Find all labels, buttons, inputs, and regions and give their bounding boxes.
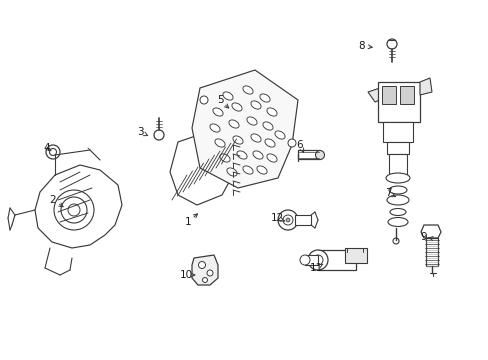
Ellipse shape bbox=[389, 208, 405, 216]
Ellipse shape bbox=[274, 131, 285, 139]
Circle shape bbox=[154, 130, 163, 140]
Polygon shape bbox=[213, 122, 243, 148]
Text: 6: 6 bbox=[296, 140, 303, 150]
Ellipse shape bbox=[385, 173, 409, 183]
Ellipse shape bbox=[266, 108, 277, 116]
Ellipse shape bbox=[252, 151, 263, 159]
Bar bbox=[317, 250, 355, 270]
Bar bbox=[388, 154, 406, 174]
Circle shape bbox=[200, 96, 207, 104]
Circle shape bbox=[307, 250, 327, 270]
Ellipse shape bbox=[263, 122, 272, 130]
Ellipse shape bbox=[228, 120, 239, 128]
Polygon shape bbox=[35, 165, 122, 248]
Polygon shape bbox=[192, 255, 218, 285]
Ellipse shape bbox=[243, 166, 253, 174]
Text: 4: 4 bbox=[43, 143, 50, 153]
Text: 7: 7 bbox=[384, 188, 390, 198]
Circle shape bbox=[285, 218, 289, 222]
Bar bbox=[382, 122, 412, 142]
Text: 2: 2 bbox=[50, 195, 56, 205]
Ellipse shape bbox=[260, 94, 269, 102]
Bar bbox=[345, 248, 366, 263]
Ellipse shape bbox=[215, 139, 224, 147]
Text: 11: 11 bbox=[309, 263, 322, 273]
Bar bbox=[294, 215, 310, 225]
Ellipse shape bbox=[212, 108, 223, 116]
Text: 12: 12 bbox=[270, 213, 283, 223]
Polygon shape bbox=[192, 70, 297, 188]
Ellipse shape bbox=[246, 117, 257, 125]
Ellipse shape bbox=[386, 195, 408, 205]
Bar bbox=[377, 82, 419, 122]
Circle shape bbox=[54, 190, 94, 230]
Circle shape bbox=[287, 139, 295, 147]
Circle shape bbox=[315, 150, 324, 159]
Ellipse shape bbox=[226, 168, 237, 176]
Ellipse shape bbox=[243, 86, 253, 94]
Bar bbox=[297, 150, 319, 159]
Ellipse shape bbox=[232, 136, 243, 144]
Circle shape bbox=[202, 278, 207, 283]
Circle shape bbox=[278, 210, 297, 230]
Circle shape bbox=[283, 215, 292, 225]
Circle shape bbox=[61, 197, 87, 223]
Polygon shape bbox=[170, 130, 237, 205]
Ellipse shape bbox=[266, 154, 277, 162]
Polygon shape bbox=[420, 225, 440, 238]
Ellipse shape bbox=[387, 217, 407, 226]
Ellipse shape bbox=[250, 101, 261, 109]
Bar bbox=[305, 255, 317, 265]
Ellipse shape bbox=[256, 166, 266, 174]
Ellipse shape bbox=[388, 186, 406, 194]
Polygon shape bbox=[419, 78, 431, 95]
Bar bbox=[399, 86, 413, 104]
Ellipse shape bbox=[237, 151, 246, 159]
Circle shape bbox=[392, 238, 398, 244]
Circle shape bbox=[198, 261, 205, 269]
Bar bbox=[425, 238, 437, 266]
Text: 1: 1 bbox=[184, 217, 191, 227]
Ellipse shape bbox=[250, 134, 261, 142]
Text: 3: 3 bbox=[137, 127, 143, 137]
Ellipse shape bbox=[264, 139, 275, 147]
Ellipse shape bbox=[220, 154, 229, 162]
Bar bbox=[386, 142, 408, 154]
Text: 9: 9 bbox=[420, 232, 427, 242]
Text: 8: 8 bbox=[358, 41, 365, 51]
Circle shape bbox=[299, 255, 309, 265]
Ellipse shape bbox=[223, 92, 233, 100]
Circle shape bbox=[68, 204, 80, 216]
Circle shape bbox=[206, 270, 213, 276]
Ellipse shape bbox=[231, 103, 242, 111]
Text: 10: 10 bbox=[179, 270, 192, 280]
Circle shape bbox=[49, 148, 57, 156]
Circle shape bbox=[312, 255, 323, 265]
Circle shape bbox=[46, 145, 60, 159]
Bar bbox=[381, 86, 395, 104]
Text: 5: 5 bbox=[216, 95, 223, 105]
Polygon shape bbox=[367, 88, 384, 102]
Ellipse shape bbox=[209, 124, 220, 132]
Circle shape bbox=[386, 39, 396, 49]
